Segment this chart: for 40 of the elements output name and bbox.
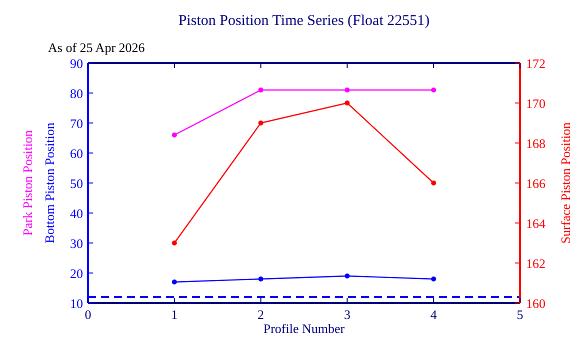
point	[172, 280, 177, 284]
y-tick-label: 50	[70, 176, 83, 191]
point	[344, 100, 350, 106]
y-axis-title: Bottom Piston Position	[42, 122, 57, 244]
y-tick-label: 10	[70, 296, 83, 311]
point	[431, 180, 436, 186]
x-tick-label: 3	[344, 307, 350, 322]
y2-tick-label: 168	[526, 136, 546, 151]
y2-tick-label: 162	[526, 256, 546, 271]
point	[172, 132, 177, 138]
y2-axis-title: Surface Piston Position	[558, 122, 573, 244]
y-tick-label: 90	[70, 56, 83, 71]
point	[431, 88, 436, 92]
y-tick-label: 20	[70, 266, 83, 281]
y2-tick-label: 164	[526, 216, 546, 231]
y-tick-label: 60	[70, 146, 83, 161]
point	[172, 240, 177, 246]
point	[258, 88, 264, 92]
point	[431, 276, 436, 282]
y-tick-label: 80	[70, 86, 83, 101]
x-tick-label: 0	[84, 307, 92, 322]
y2-tick-label: 170	[526, 96, 546, 111]
point	[258, 120, 264, 126]
x-tick-label: 2	[258, 307, 264, 322]
y2-tick-label: 166	[526, 176, 546, 191]
text: Park Piston Position	[20, 130, 35, 236]
x-tick-label: 5	[516, 307, 524, 322]
point	[258, 276, 264, 282]
point	[344, 88, 350, 92]
y-tick-label: 40	[70, 206, 83, 221]
y2-tick-label: 160	[526, 296, 546, 311]
y-tick-label: 70	[70, 116, 83, 131]
y2-tick-label: 172	[526, 56, 546, 71]
y-tick-label: 30	[70, 236, 83, 251]
x-tick-label: 4	[430, 307, 438, 322]
point	[344, 274, 350, 278]
chart-title: Piston Position Time Series (Float 22551)	[178, 13, 430, 29]
x-tick-label: 1	[171, 307, 178, 322]
chart-subtitle: As of 25 Apr 2026	[48, 40, 146, 55]
x-axis-title: Profile Number	[263, 321, 346, 336]
